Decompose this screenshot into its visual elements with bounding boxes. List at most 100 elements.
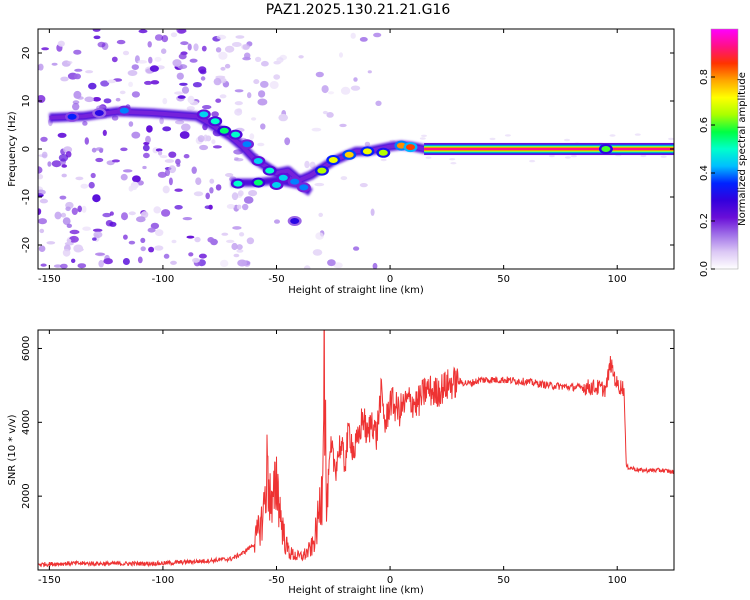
noise-blob [564, 156, 571, 159]
noise-blob [92, 194, 101, 203]
noise-blob [186, 235, 195, 239]
noise-blob [359, 37, 368, 42]
noise-blob [170, 32, 178, 38]
noise-blob [122, 50, 130, 56]
spectrogram-x-tick-label: 0 [387, 274, 393, 285]
spectrogram-x-tick-label: -100 [152, 274, 175, 285]
noise-blob [92, 97, 102, 102]
noise-blob [298, 55, 304, 59]
noise-blob [137, 60, 148, 64]
noise-blob [181, 86, 190, 94]
noise-blob [130, 186, 137, 191]
colorbar: 0.0 0.2 0.4 0.6 0.8 Normalized spectral ampl… [699, 28, 748, 277]
colorbar-tick-label: 0.4 [699, 165, 710, 181]
noise-blob [216, 34, 227, 40]
noise-blob [242, 203, 249, 211]
noise-blob [41, 47, 49, 51]
snr-x-tick-label: 0 [387, 575, 393, 586]
noise-blob [309, 161, 316, 169]
noise-blob [242, 56, 251, 61]
noise-blob [425, 156, 432, 159]
signal-blob-inner [94, 110, 104, 116]
noise-blob [65, 206, 71, 212]
spectrogram-y-tick-label: 0 [21, 146, 32, 152]
noise-blob [72, 102, 80, 111]
noise-blob [95, 157, 104, 163]
noise-blob [142, 165, 147, 170]
noise-blob [64, 241, 74, 246]
signal-blob-inner [344, 151, 354, 158]
noise-blob [115, 97, 121, 102]
noise-blob [192, 82, 202, 88]
noise-blob [194, 236, 201, 243]
colorbar-tick-label: 0.6 [699, 117, 710, 133]
snr-y-tick-label: 4000 [21, 410, 32, 435]
noise-blob [211, 139, 216, 145]
noise-blob [60, 212, 67, 218]
noise-blob [359, 183, 368, 188]
noise-blob [143, 152, 150, 159]
noise-blob [198, 66, 207, 74]
noise-blob [102, 212, 112, 218]
spectrogram-x-tick-label: 100 [608, 274, 627, 285]
noise-blob [340, 176, 348, 181]
noise-blob [140, 237, 146, 243]
noise-blob [326, 112, 334, 118]
noise-blob [153, 206, 161, 214]
noise-blob [161, 48, 167, 54]
noise-blob [193, 191, 204, 197]
noise-blob [187, 43, 192, 51]
noise-blob [77, 263, 87, 269]
noise-blob [224, 45, 235, 53]
noise-blob [95, 147, 104, 151]
noise-blob [62, 217, 71, 226]
noise-blob [73, 244, 84, 253]
noise-blob [175, 120, 185, 125]
snr-x-tick-label: 50 [497, 575, 510, 586]
noise-blob [88, 82, 97, 90]
noise-blob [65, 151, 72, 158]
noise-blob [120, 147, 128, 152]
noise-blob [188, 252, 194, 257]
chart-title: PAZ1.2025.130.21.21.G16 [266, 2, 451, 18]
noise-blob [93, 231, 103, 238]
noise-blob [660, 155, 667, 158]
noise-blob [128, 240, 136, 245]
signal-blob-inner [406, 144, 415, 151]
noise-blob [131, 91, 140, 98]
noise-blob [260, 80, 269, 88]
noise-blob [130, 181, 139, 189]
noise-blob [38, 245, 46, 252]
noise-blob [92, 237, 97, 241]
noise-blob [564, 138, 570, 142]
noise-blob [81, 205, 87, 213]
noise-blob [155, 148, 163, 152]
noise-blob [120, 173, 128, 181]
noise-blob [148, 246, 155, 253]
noise-blob [57, 132, 67, 138]
noise-blob [140, 211, 149, 219]
noise-blob [92, 29, 101, 32]
snr-y-axis-label: SNR (10 * v/v) [7, 414, 18, 485]
signal-blob-inner [290, 178, 300, 185]
noise-blob [367, 70, 372, 74]
noise-blob [97, 41, 106, 48]
carrier-band-layer [424, 148, 674, 150]
noise-blob [220, 259, 229, 267]
noise-blob [38, 174, 44, 180]
noise-blob [75, 176, 84, 181]
spectrogram-x-axis-label: Height of straight line (km) [288, 285, 424, 296]
noise-blob [47, 161, 52, 167]
noise-blob [353, 246, 360, 251]
noise-blob [82, 121, 88, 126]
noise-blob [529, 159, 536, 163]
noise-blob [177, 95, 186, 99]
snr-x-tick-label: -100 [152, 575, 175, 586]
noise-blob [150, 222, 160, 230]
noise-blob [197, 135, 205, 143]
noise-blob [225, 173, 234, 177]
noise-blob [215, 47, 222, 53]
noise-blob [419, 137, 426, 140]
spectrogram-x-tick-label: -50 [268, 274, 284, 285]
noise-blob [69, 235, 79, 243]
